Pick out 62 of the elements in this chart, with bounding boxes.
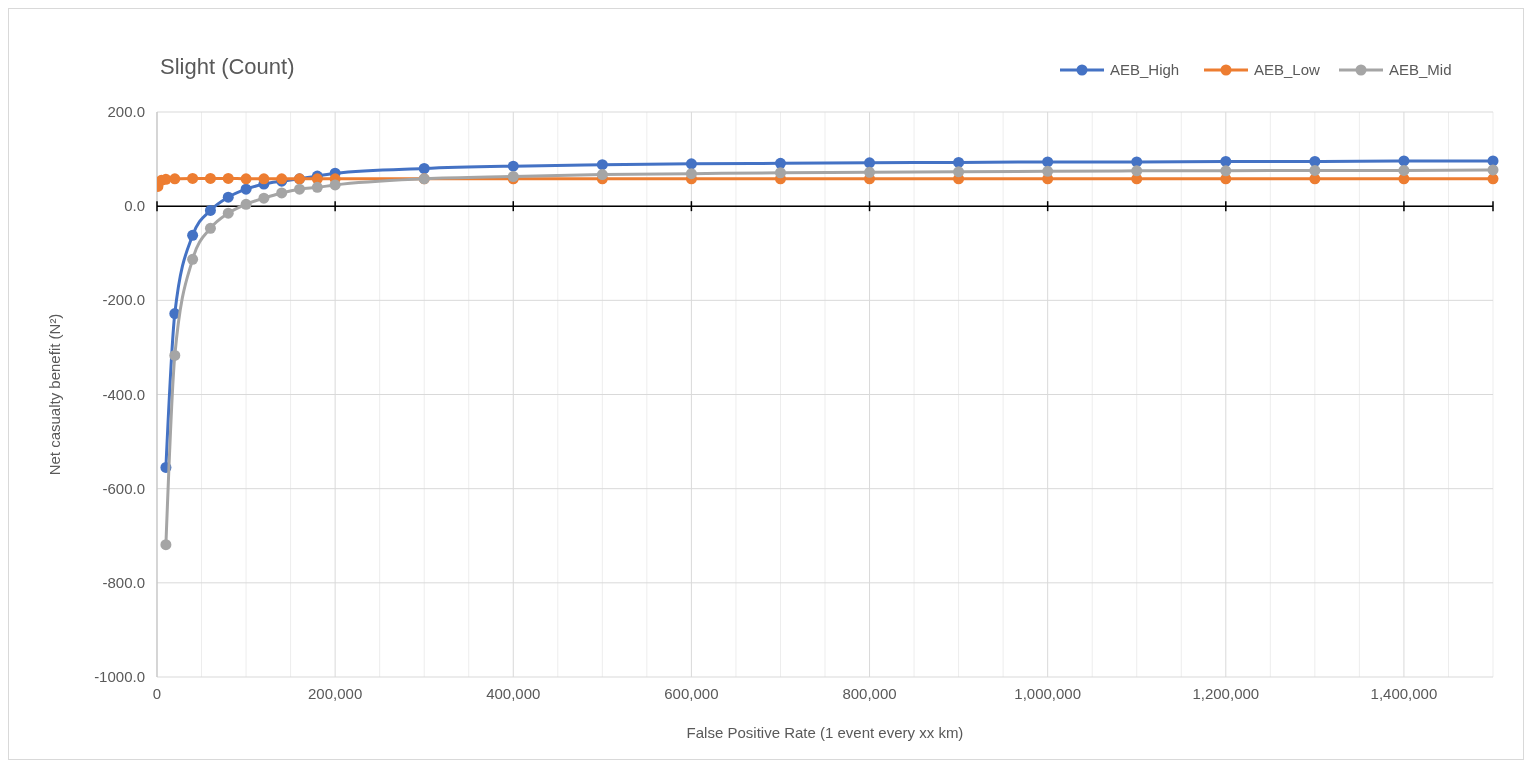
point — [685, 158, 697, 170]
legend-label: AEB_Low — [1254, 61, 1321, 78]
point — [258, 173, 270, 185]
point — [864, 166, 876, 178]
point — [240, 183, 252, 195]
point — [1220, 165, 1232, 177]
point — [685, 168, 697, 180]
y-tick-label: -1000.0 — [94, 668, 145, 685]
y-tick-label: -400.0 — [102, 385, 145, 403]
x-tick-label: 200,000 — [308, 685, 363, 702]
chart-title: Slight (Count) — [160, 54, 295, 79]
point — [222, 191, 234, 203]
point — [169, 349, 181, 361]
y-tick-label: -800.0 — [102, 573, 145, 591]
point — [204, 204, 216, 216]
y-tick-label: 0.0 — [124, 197, 145, 215]
point — [864, 157, 876, 169]
point — [1309, 164, 1321, 176]
point — [774, 167, 786, 179]
point — [507, 160, 519, 172]
point — [1487, 164, 1499, 176]
point — [187, 172, 199, 184]
point — [204, 222, 216, 234]
point — [1398, 164, 1410, 176]
point — [294, 183, 306, 195]
point — [276, 187, 288, 199]
point — [953, 156, 965, 168]
x-tick-label: 600,000 — [664, 685, 719, 702]
x-tick-label: 1,400,000 — [1370, 685, 1438, 702]
y-tick-label: -600.0 — [102, 479, 145, 497]
point — [953, 166, 965, 178]
point — [240, 173, 252, 185]
point — [1131, 165, 1143, 177]
point — [187, 229, 199, 241]
point — [1220, 155, 1232, 167]
point — [1042, 156, 1054, 168]
y-tick-label: -200.0 — [102, 291, 145, 309]
legend-label: AEB_High — [1110, 61, 1180, 78]
point — [222, 172, 234, 184]
point — [418, 163, 430, 174]
legend-label: AEB_Mid — [1389, 61, 1452, 78]
point — [774, 157, 786, 169]
point — [160, 539, 172, 551]
point — [311, 181, 323, 193]
point — [204, 172, 216, 184]
point — [169, 173, 181, 185]
point — [240, 198, 252, 210]
point — [258, 192, 270, 204]
point — [596, 159, 608, 171]
point — [1042, 165, 1054, 177]
point — [222, 207, 234, 219]
point — [187, 253, 199, 265]
point — [596, 169, 608, 181]
x-tick-label: 400,000 — [486, 685, 541, 702]
x-tick-label: 0 — [152, 685, 162, 702]
x-tick-label: 800,000 — [842, 685, 897, 702]
x-tick-label: 1,000,000 — [1014, 685, 1082, 702]
y-axis-title: Net casualty benefit (N²) — [46, 313, 63, 476]
x-axis-title: False Positive Rate (1 event every xx km) — [686, 724, 964, 741]
y-tick-label: 200.0 — [107, 103, 145, 120]
x-tick-label: 1,200,000 — [1192, 685, 1260, 702]
point — [329, 179, 341, 191]
